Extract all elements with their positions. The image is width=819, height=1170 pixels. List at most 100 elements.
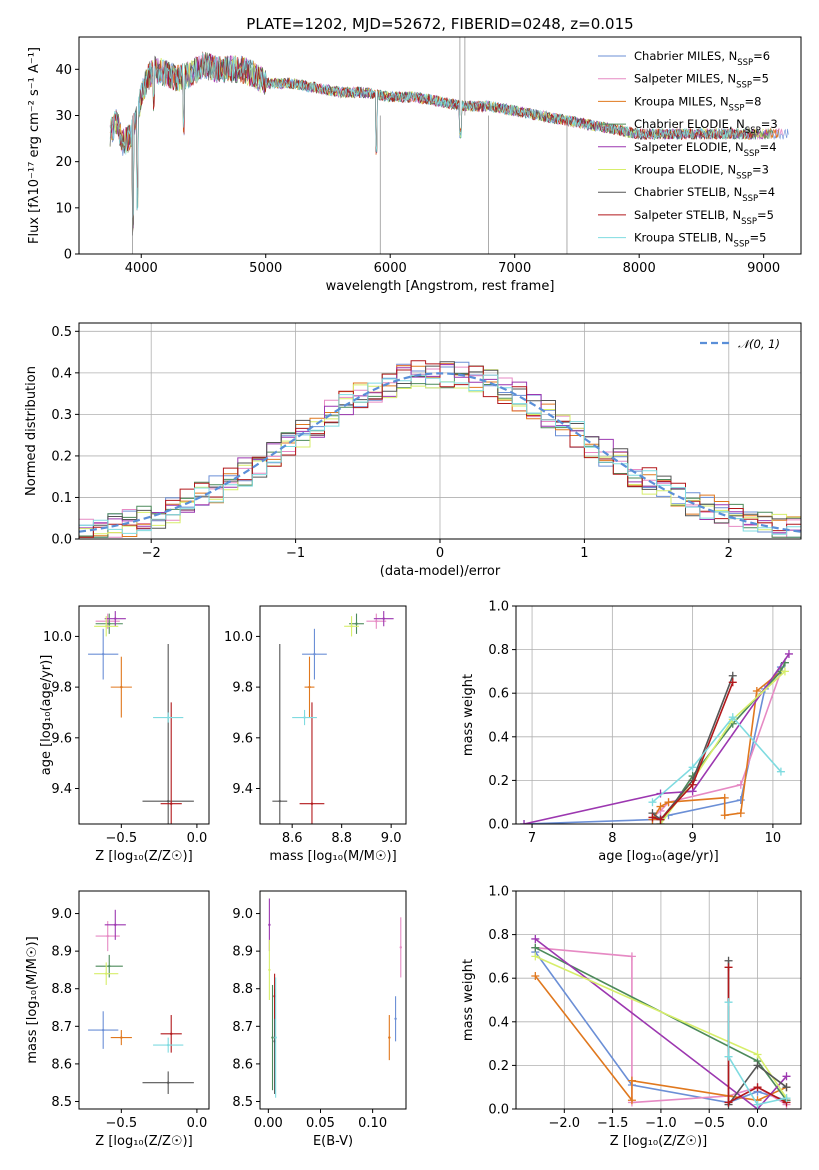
x-tick-label: 8.8 [331,831,352,846]
y-tick-label: 0.2 [488,1059,509,1074]
y-tick-label: 0.4 [488,730,509,745]
y-tick-label: 9.4 [232,782,253,797]
plus-marker [648,813,657,822]
data-point [308,685,311,689]
x-tick-label: −1.5 [597,1116,629,1131]
data-point [382,617,385,620]
y-tick-label: 0.4 [51,366,72,381]
y-tick-label: 0.0 [51,533,72,548]
panel-age_vs_Z: −0.5 0.0 9.4 9.6 9.8 10.0 Z [log₁₀(Z/Z☉)] age [… [39,605,210,864]
plot-area [79,360,801,539]
y-tick-label: 8.9 [51,945,72,960]
y-axis-label: age [log₁₀(age/yr)] [39,655,54,776]
plus-marker [728,678,737,687]
axes-frame [259,890,407,1110]
plot-area [268,898,402,1098]
x-tick-label: 9 [688,831,696,846]
plot-area [109,37,789,254]
axes-frame [259,605,407,825]
data-point [120,685,123,689]
data-point [310,802,314,805]
data-point [271,1036,274,1039]
data-point [313,652,316,656]
y-tick-label: 8.6 [51,1057,72,1072]
plot-area [531,934,791,1109]
y-tick-label: 0.0 [488,1103,509,1118]
axes-frame [78,36,802,255]
mass-weight-line [652,682,734,821]
y-axis-label: mass weight [461,959,476,1041]
data-point [101,1028,105,1032]
plus-marker [627,1096,636,1105]
data-point [375,620,378,623]
y-tick-label: 0.5 [51,325,72,340]
y-tick-label: 0.1 [51,491,72,506]
x-tick-label: 8.6 [282,831,303,846]
plus-marker [724,1052,733,1061]
plus-marker [531,943,540,952]
y-tick-label: 20 [55,155,72,170]
data-point [108,964,111,968]
x-tick-label: 8 [608,831,616,846]
plus-marker [627,1076,636,1085]
legend-label: Chabrier MILES, NSSP=6 [634,49,770,68]
mass-weight-line [651,715,782,803]
data-point [170,1032,173,1036]
x-tick-label: 2 [725,546,733,561]
mass-weight-line [534,938,788,1109]
x-tick-label: 0.10 [358,1116,387,1131]
plus-marker [736,809,745,818]
plot-area [272,611,394,824]
panel-residuals: −2 −1 0 1 2 0.0 0.1 0.2 0.3 0.4 0.5 (data-model)/er… [24,322,802,579]
plus-marker [656,802,665,811]
x-axis-label: Z [log₁₀(Z/Z☉)] [95,1134,192,1149]
y-tick-label: 8.5 [51,1095,72,1110]
y-tick-label: 9.0 [51,907,72,922]
data-point [394,1017,397,1020]
panel-mass_weight_vs_Z: −2.0 −1.5 −1.0 −0.5 0.0 0.0 0.2 0.4 0.6 0.8 1.0 Z [… [461,885,802,1149]
data-point [274,1036,277,1039]
plus-marker [753,1100,762,1109]
x-tick-label: −1 [286,546,305,561]
x-tick-label: −0.5 [693,1116,725,1131]
data-point [166,716,170,719]
panel-mass_vs_ebv: 0.00 0.05 0.10 8.5 8.6 8.7 8.8 8.9 9.0 E(B-V) [232,890,407,1149]
plus-marker [688,780,697,789]
plus-marker [724,998,733,1007]
figure-title: PLATE=1202, MJD=52672, FIBERID=0248, z=0… [246,15,633,33]
x-tick-label: 9000 [747,261,780,276]
y-tick-label: 9.8 [232,681,253,696]
x-axis-label: wavelength [Angstrom, rest frame] [326,279,555,294]
y-tick-label: 9.0 [232,907,253,922]
x-axis-label: Z [log₁₀(Z/Z☉)] [610,1134,707,1149]
x-axis-label: mass [log₁₀(M/M☉)] [269,849,396,864]
y-axis-label: Flux [fλ10⁻¹⁷ erg cm⁻² s⁻¹ A⁻¹] [27,47,42,244]
plus-marker [724,963,733,972]
mass-weight-line [523,653,790,824]
x-tick-label: 7000 [498,261,531,276]
legend-label: 𝒩(0, 1) [738,337,780,351]
panel-age_vs_mass: 8.6 8.8 9.0 9.4 9.6 9.8 10.0 mass [log₁₀(M/M☉)] [224,605,407,864]
x-tick-label: 0.05 [306,1116,335,1131]
y-tick-label: 0.6 [488,972,509,987]
data-point [114,617,117,620]
y-tick-label: 0.2 [51,449,72,464]
plus-marker [520,820,529,824]
mass-weight-line [727,1002,787,1106]
x-tick-label: 7 [528,831,536,846]
y-tick-label: 0.2 [488,774,509,789]
data-point [105,972,108,975]
plus-marker [531,934,540,943]
y-axis-label: mass [log₁₀(M/M☉)] [25,936,40,1063]
x-axis-label: age [log₁₀(age/yr)] [598,849,719,864]
mass-weight-line [651,670,782,821]
mass-weight-line [651,675,734,821]
data-point [166,1081,170,1084]
data-point [170,802,173,805]
x-tick-label: 9.0 [381,831,402,846]
y-tick-label: 8.7 [51,1020,72,1035]
plus-marker [531,952,540,961]
y-tick-label: 8.8 [232,982,253,997]
y-tick-label: 8.5 [232,1095,253,1110]
